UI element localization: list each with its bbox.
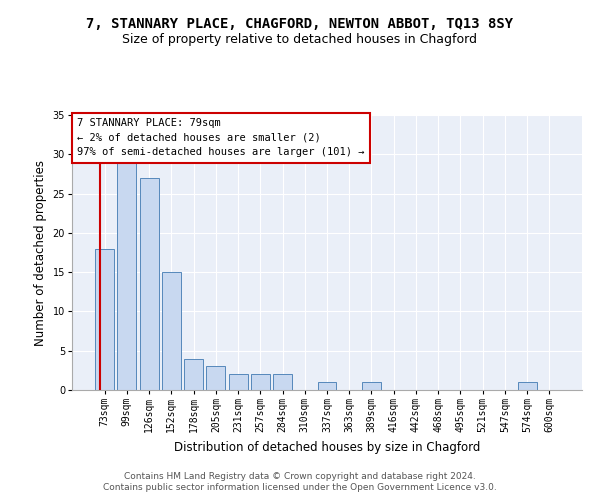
Bar [140,178,158,390]
Bar [317,382,337,390]
Bar [184,358,203,390]
Bar [251,374,270,390]
Bar [273,374,292,390]
X-axis label: Distribution of detached houses by size in Chagford: Distribution of detached houses by size … [174,440,480,454]
Bar [229,374,248,390]
Bar [362,382,381,390]
Bar [206,366,225,390]
Bar [162,272,181,390]
Bar [95,248,114,390]
Text: 7, STANNARY PLACE, CHAGFORD, NEWTON ABBOT, TQ13 8SY: 7, STANNARY PLACE, CHAGFORD, NEWTON ABBO… [86,18,514,32]
Text: Contains HM Land Registry data © Crown copyright and database right 2024.
Contai: Contains HM Land Registry data © Crown c… [103,472,497,492]
Text: 7 STANNARY PLACE: 79sqm
← 2% of detached houses are smaller (2)
97% of semi-deta: 7 STANNARY PLACE: 79sqm ← 2% of detached… [77,118,365,158]
Bar [518,382,536,390]
Text: Size of property relative to detached houses in Chagford: Size of property relative to detached ho… [122,32,478,46]
Y-axis label: Number of detached properties: Number of detached properties [34,160,47,346]
Bar [118,162,136,390]
